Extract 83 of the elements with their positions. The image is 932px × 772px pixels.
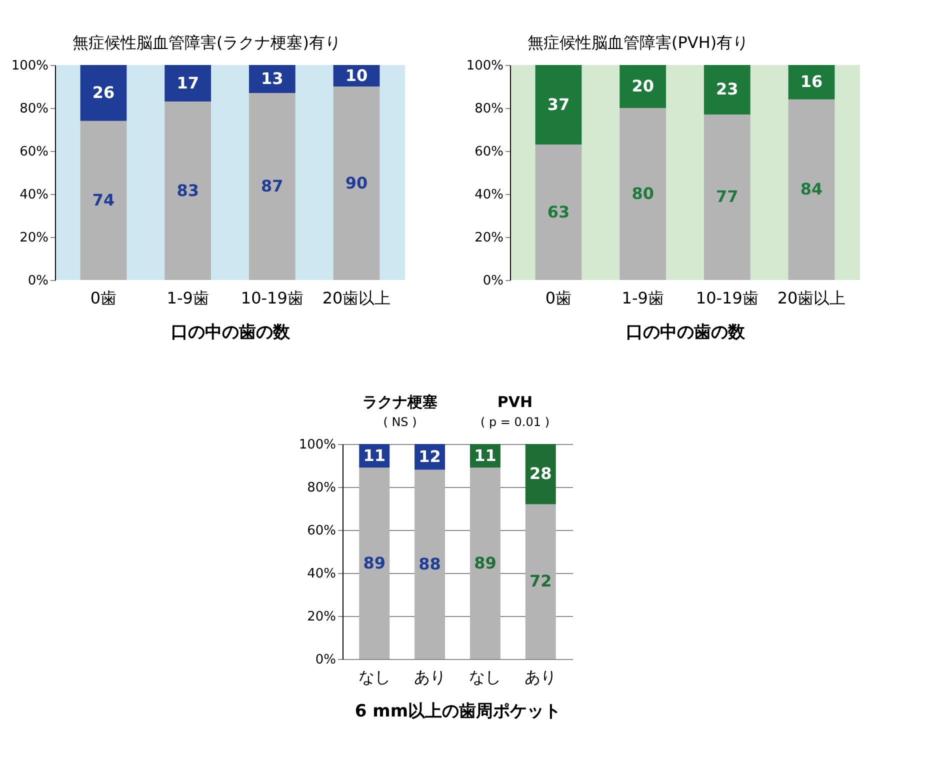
- y-tick-label: 80%: [20, 102, 48, 116]
- bar: [359, 468, 390, 659]
- text: ( p = 0.01 ): [480, 415, 550, 429]
- x-tick-label: 0歯: [90, 288, 117, 308]
- bar: [414, 470, 446, 659]
- y-tick-label: 80%: [307, 480, 336, 496]
- data-label: 77: [716, 187, 738, 206]
- x-tick-label: なし: [469, 668, 502, 686]
- data-label: 72: [530, 572, 552, 591]
- bar: [470, 468, 500, 659]
- bar: [164, 102, 212, 280]
- x-axis-title: 口の中の歯の数: [626, 322, 746, 342]
- bar: [248, 92, 296, 280]
- y-tick-label: 0%: [28, 274, 48, 288]
- data-label: 90: [345, 173, 368, 192]
- text: ラクナ梗塞: [362, 393, 438, 411]
- y-tick-label: 40%: [20, 188, 48, 202]
- x-tick-label: 20歯以上: [322, 288, 391, 308]
- data-label: 80: [632, 184, 654, 203]
- data-label: 28: [530, 464, 552, 484]
- data-label: 37: [547, 94, 570, 114]
- x-tick-label: 10-19歯: [240, 288, 304, 308]
- text: PVH: [497, 393, 533, 411]
- data-label: 88: [418, 554, 441, 574]
- bar: [525, 444, 556, 504]
- data-label: 89: [363, 553, 386, 572]
- text: 無症候性脳血管障害(PVH)有り: [528, 33, 749, 52]
- y-tick-label: 0%: [315, 652, 336, 668]
- bar: [535, 144, 582, 280]
- x-tick-label: 10-19歯: [696, 288, 758, 308]
- bar: [620, 65, 666, 108]
- data-label: 83: [176, 180, 199, 200]
- data-label: 89: [474, 553, 496, 572]
- data-label: 23: [716, 80, 738, 99]
- y-tick-label: 80%: [474, 102, 504, 116]
- bar: [80, 65, 127, 121]
- data-label: 20: [632, 76, 654, 96]
- data-label: 13: [261, 68, 284, 88]
- y-tick-label: 20%: [474, 230, 504, 246]
- text: 無症候性脳血管障害(ラクナ梗塞)有り: [72, 33, 341, 52]
- data-label: 84: [800, 180, 823, 199]
- x-axis-title: 6 mm以上の歯周ポケット: [354, 702, 562, 722]
- data-label: 12: [418, 446, 441, 466]
- bar: [704, 114, 750, 280]
- x-tick-label: なし: [358, 668, 390, 686]
- y-tick-label: 40%: [307, 566, 336, 582]
- bar: [535, 65, 582, 145]
- bar: [248, 65, 296, 93]
- data-label: 74: [92, 190, 115, 210]
- y-tick-label: 20%: [20, 230, 48, 246]
- y-tick-label: 60%: [474, 144, 504, 160]
- x-tick-label: 0歯: [545, 288, 572, 308]
- text: ( NS ): [383, 415, 417, 429]
- y-tick-label: 40%: [474, 188, 504, 202]
- x-axis-title: 口の中の歯の数: [171, 322, 291, 342]
- x-tick-label: 1-9歯: [166, 288, 209, 308]
- data-label: 11: [363, 446, 386, 465]
- y-tick-label: 60%: [20, 144, 48, 160]
- bar: [788, 65, 835, 100]
- bar: [620, 108, 666, 280]
- data-label: 10: [345, 66, 368, 85]
- data-label: 26: [92, 82, 115, 102]
- bar: [525, 504, 556, 659]
- bar: [704, 65, 750, 114]
- data-label: 87: [261, 176, 284, 196]
- y-tick-label: 0%: [482, 274, 504, 288]
- x-tick-label: 1-9歯: [622, 288, 664, 308]
- bar: [164, 65, 212, 102]
- data-label: 16: [800, 72, 823, 92]
- y-tick-label: 60%: [307, 524, 336, 538]
- x-tick-label: あり: [414, 668, 446, 686]
- x-tick-label: 20歯以上: [777, 288, 846, 308]
- y-tick-label: 100%: [466, 58, 504, 74]
- x-tick-label: あり: [524, 668, 557, 686]
- y-tick-label: 20%: [307, 610, 336, 624]
- y-tick-label: 100%: [11, 58, 48, 74]
- data-label: 11: [474, 446, 496, 465]
- bar: [80, 120, 127, 280]
- bar: [333, 86, 380, 280]
- y-tick-label: 100%: [298, 438, 336, 452]
- bar: [788, 99, 835, 280]
- data-label: 17: [176, 73, 199, 92]
- data-label: 63: [547, 202, 570, 222]
